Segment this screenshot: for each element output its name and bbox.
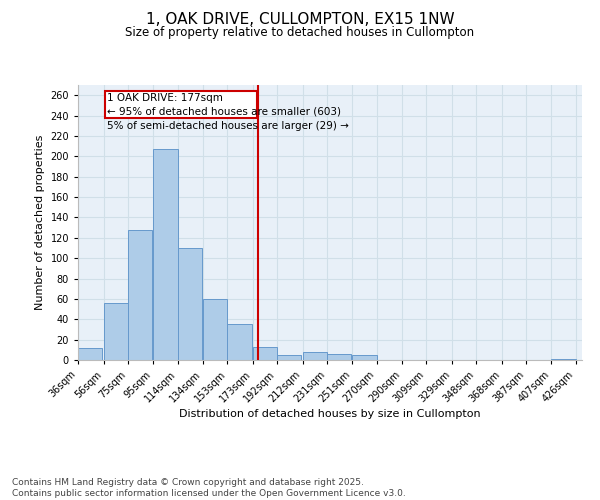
Text: Size of property relative to detached houses in Cullompton: Size of property relative to detached ho… bbox=[125, 26, 475, 39]
Bar bbox=[327, 354, 351, 360]
Bar bbox=[551, 359, 575, 360]
FancyBboxPatch shape bbox=[105, 91, 257, 118]
Bar bbox=[203, 299, 227, 360]
Bar bbox=[227, 324, 251, 360]
X-axis label: Distribution of detached houses by size in Cullompton: Distribution of detached houses by size … bbox=[179, 410, 481, 420]
Bar bbox=[352, 355, 377, 360]
Bar bbox=[128, 230, 152, 360]
Bar bbox=[302, 352, 327, 360]
Bar bbox=[78, 348, 102, 360]
Bar bbox=[153, 149, 178, 360]
Y-axis label: Number of detached properties: Number of detached properties bbox=[35, 135, 45, 310]
Text: 1 OAK DRIVE: 177sqm
← 95% of detached houses are smaller (603)
5% of semi-detach: 1 OAK DRIVE: 177sqm ← 95% of detached ho… bbox=[107, 92, 349, 130]
Text: Contains HM Land Registry data © Crown copyright and database right 2025.
Contai: Contains HM Land Registry data © Crown c… bbox=[12, 478, 406, 498]
Bar bbox=[277, 355, 301, 360]
Text: 1, OAK DRIVE, CULLOMPTON, EX15 1NW: 1, OAK DRIVE, CULLOMPTON, EX15 1NW bbox=[146, 12, 454, 28]
Bar bbox=[253, 347, 277, 360]
Bar bbox=[178, 248, 202, 360]
Bar bbox=[104, 303, 128, 360]
